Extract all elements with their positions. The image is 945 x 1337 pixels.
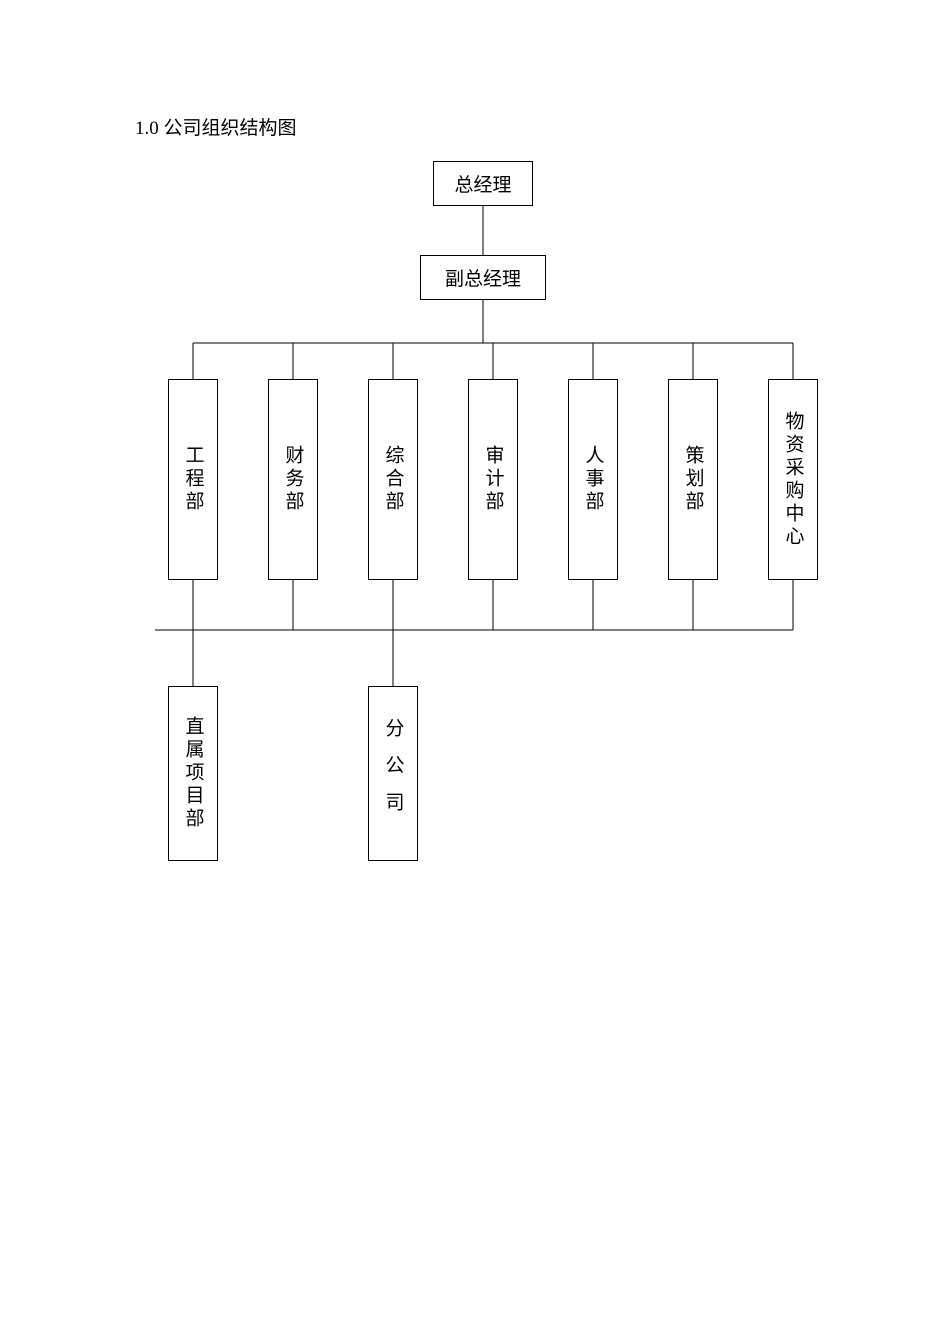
org-node-engineering: 工程部 bbox=[168, 379, 218, 580]
org-node-branch: 分公司 bbox=[368, 686, 418, 861]
org-node-planning: 策划部 bbox=[668, 379, 718, 580]
org-node-label: 审计部 bbox=[480, 445, 507, 514]
org-node-label: 分公司 bbox=[380, 718, 407, 829]
org-node-hr: 人事部 bbox=[568, 379, 618, 580]
org-node-label: 直属项目部 bbox=[180, 716, 207, 831]
org-node-label: 综合部 bbox=[380, 445, 407, 514]
org-node-label: 总经理 bbox=[454, 170, 511, 197]
org-node-deputy-general-manager: 副总经理 bbox=[420, 255, 546, 300]
org-node-label: 策划部 bbox=[680, 445, 707, 514]
org-node-general-manager: 总经理 bbox=[433, 161, 533, 206]
org-node-label: 财务部 bbox=[280, 445, 307, 514]
org-node-label: 人事部 bbox=[580, 445, 607, 514]
org-node-procurement: 物资采购中心 bbox=[768, 379, 818, 580]
document-title: 1.0 公司组织结构图 bbox=[135, 113, 297, 140]
org-node-label: 工程部 bbox=[180, 445, 207, 514]
org-node-finance: 财务部 bbox=[268, 379, 318, 580]
org-node-audit: 审计部 bbox=[468, 379, 518, 580]
org-node-label: 物资采购中心 bbox=[780, 411, 807, 549]
org-node-project-dept: 直属项目部 bbox=[168, 686, 218, 861]
org-node-general-affairs: 综合部 bbox=[368, 379, 418, 580]
org-node-label: 副总经理 bbox=[445, 264, 521, 291]
